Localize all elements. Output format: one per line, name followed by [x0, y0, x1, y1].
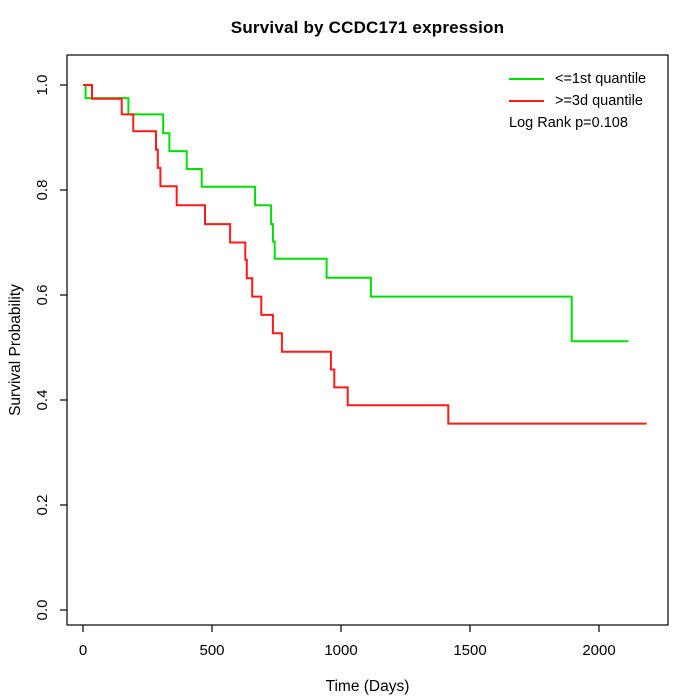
y-tick-label: 0.8: [34, 180, 51, 201]
x-tick-label: 1500: [453, 642, 486, 659]
plot-box: [66, 54, 669, 626]
chart-title: Survival by CCDC171 expression: [230, 18, 505, 37]
legend-label-first-quantile: <=1st quantile: [555, 71, 647, 87]
y-tick-label: 0.0: [34, 600, 51, 621]
x-tick-label: 500: [199, 642, 224, 659]
x-tick-label: 0: [79, 642, 87, 659]
legend-line-green: [509, 78, 544, 80]
km-curve-first-quantile: [83, 84, 629, 343]
km-curve-third-quantile: [83, 84, 647, 425]
legend-label-third-quantile: >=3d quantile: [555, 93, 643, 109]
y-tick-label: 1.0: [34, 75, 51, 96]
x-tick-label: 2000: [582, 642, 615, 659]
y-tick-label: 0.4: [34, 390, 51, 411]
x-axis-label: Time (Days): [325, 678, 410, 695]
y-tick-label: 0.2: [34, 495, 51, 516]
y-tick-label: 0.6: [34, 285, 51, 306]
y-axis-label: Survival Probability: [7, 284, 24, 416]
legend-item-first-quantile: <=1st quantile: [509, 68, 646, 90]
log-rank-annotation: Log Rank p=0.108: [509, 115, 628, 131]
legend-line-red: [509, 100, 544, 102]
legend-item-third-quantile: >=3d quantile: [509, 90, 646, 112]
legend: <=1st quantile >=3d quantile Log Rank p=…: [509, 68, 646, 134]
x-tick-label: 1000: [324, 642, 357, 659]
